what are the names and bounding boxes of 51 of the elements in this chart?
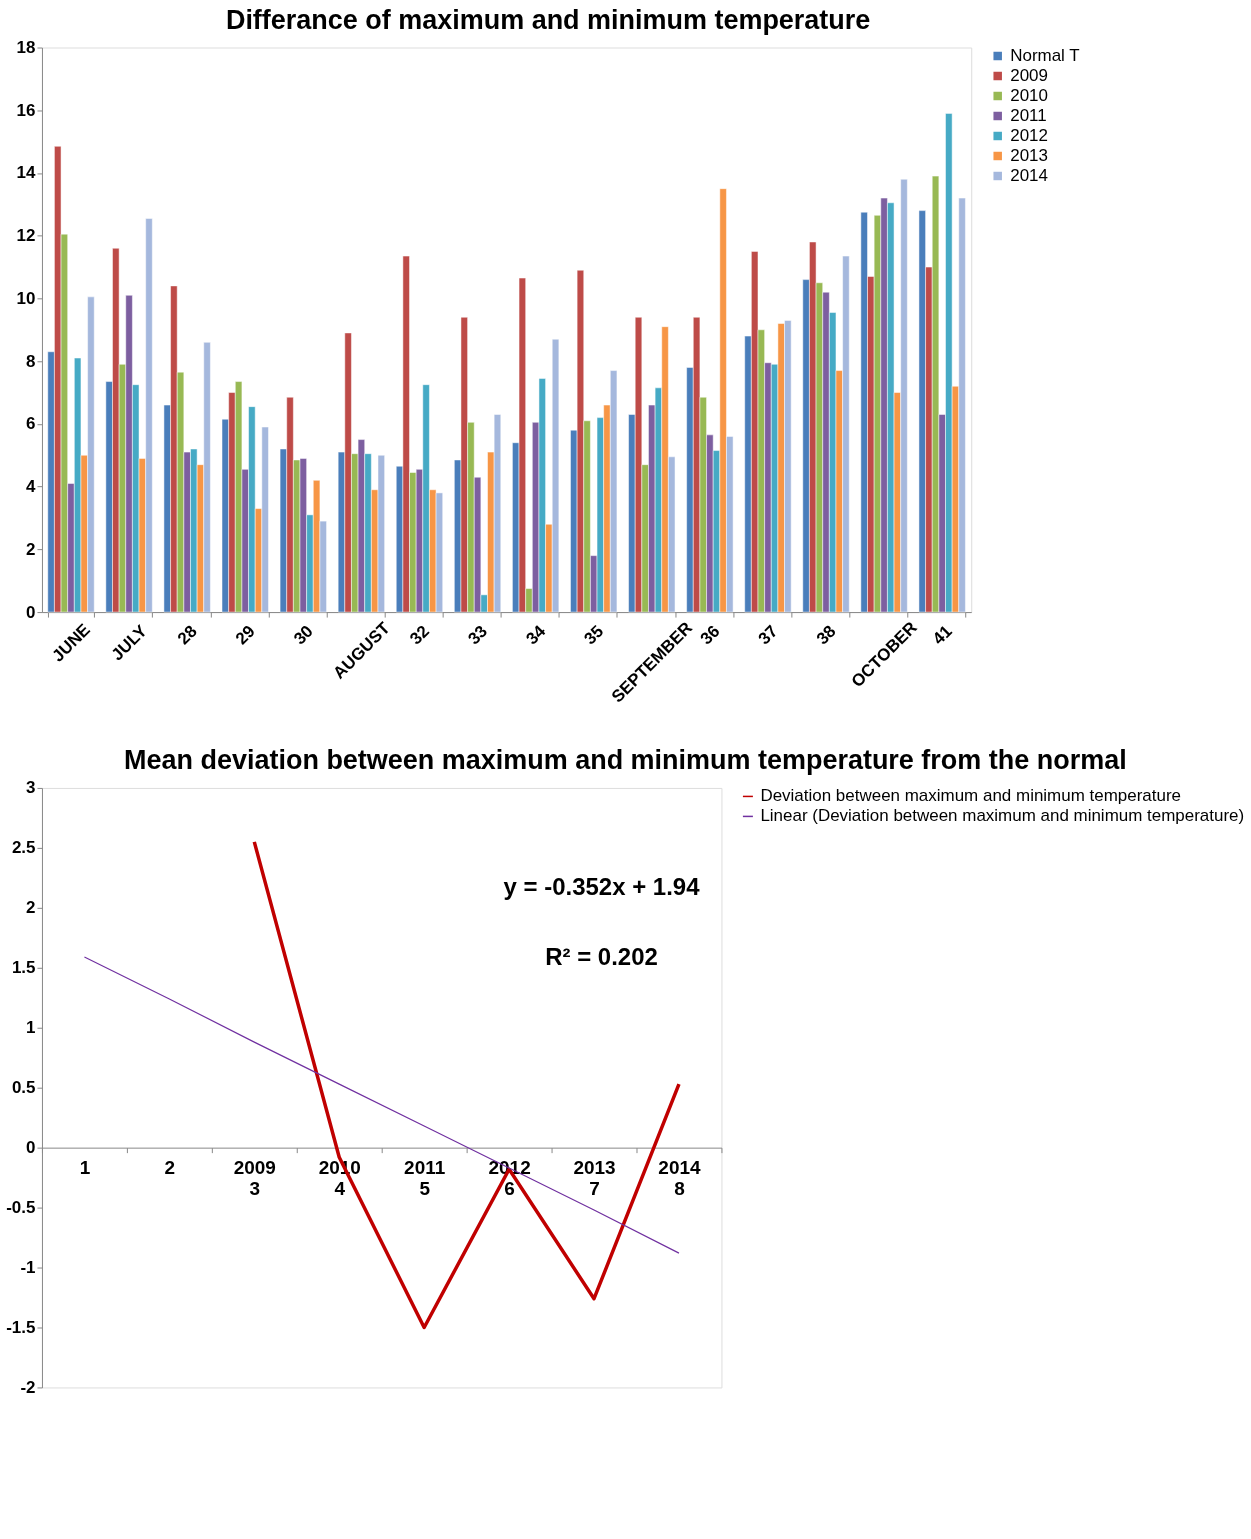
- legend-label: Deviation between maximum and minimum temperature: [760, 786, 1182, 806]
- x-tick-label: 28: [173, 621, 201, 649]
- x-tick-label: 2013 7: [573, 1157, 616, 1200]
- x-tick-label: 1: [79, 1157, 91, 1179]
- x-tick-label: 36: [696, 621, 724, 649]
- y-tick-label: -1: [20, 1258, 36, 1278]
- legend-label: Normal T: [1010, 46, 1080, 66]
- y-tick-label: 10: [16, 288, 36, 308]
- x-tick-label: 29: [231, 621, 259, 649]
- y-tick-label: -2: [20, 1377, 36, 1397]
- x-tick-label: 37: [754, 621, 782, 649]
- chart-title: Mean deviation between maximum and minimum temperature from the normal: [124, 744, 1127, 775]
- y-tick-label: 0.5: [11, 1078, 36, 1098]
- legend-label: 2013: [1010, 145, 1048, 165]
- x-tick-label: 33: [464, 621, 492, 649]
- x-tick-label: 34: [522, 621, 550, 649]
- y-tick-label: 1: [26, 1018, 36, 1038]
- legend-label: Linear (Deviation between maximum and minimum temperature): [760, 806, 1245, 826]
- y-tick-label: 6: [26, 414, 36, 434]
- legend-label: 2014: [1010, 165, 1048, 185]
- legend-label: 2010: [1010, 85, 1048, 105]
- x-tick-label: 2011 5: [404, 1157, 446, 1200]
- chart-title: Differance of maximum and minimum temperature: [225, 4, 871, 35]
- y-tick-label: 2.5: [11, 838, 36, 858]
- y-tick-label: 16: [16, 100, 36, 120]
- annotation: R² = 0.202: [545, 942, 658, 970]
- y-tick-label: -1.5: [6, 1317, 36, 1337]
- y-tick-label: -0.5: [6, 1198, 36, 1218]
- y-tick-label: 4: [26, 477, 37, 497]
- y-tick-label: 14: [16, 163, 37, 183]
- y-tick-label: 1.5: [11, 958, 36, 978]
- legend-label: 2012: [1010, 125, 1048, 145]
- legend-label: 2011: [1010, 105, 1047, 125]
- y-tick-label: 0: [26, 1138, 36, 1158]
- x-tick-label: 2: [164, 1157, 176, 1179]
- y-tick-label: 0: [26, 602, 36, 622]
- annotation: y = -0.352x + 1.94: [503, 872, 701, 900]
- x-tick-label: 32: [406, 621, 434, 649]
- x-tick-label: 38: [812, 621, 840, 649]
- x-tick-label: 35: [580, 621, 608, 649]
- x-tick-label: 2009 3: [233, 1157, 276, 1200]
- y-tick-label: 18: [16, 38, 36, 58]
- x-tick-label: 41: [928, 621, 956, 649]
- y-tick-label: 2: [26, 898, 36, 918]
- y-tick-label: 12: [16, 226, 36, 246]
- y-tick-label: 3: [26, 778, 36, 798]
- x-tick-label: 2014 8: [658, 1157, 701, 1200]
- legend-label: 2009: [1010, 66, 1048, 85]
- x-tick-label: 30: [290, 621, 317, 649]
- y-tick-label: 2: [26, 539, 36, 559]
- y-tick-label: 8: [26, 351, 36, 371]
